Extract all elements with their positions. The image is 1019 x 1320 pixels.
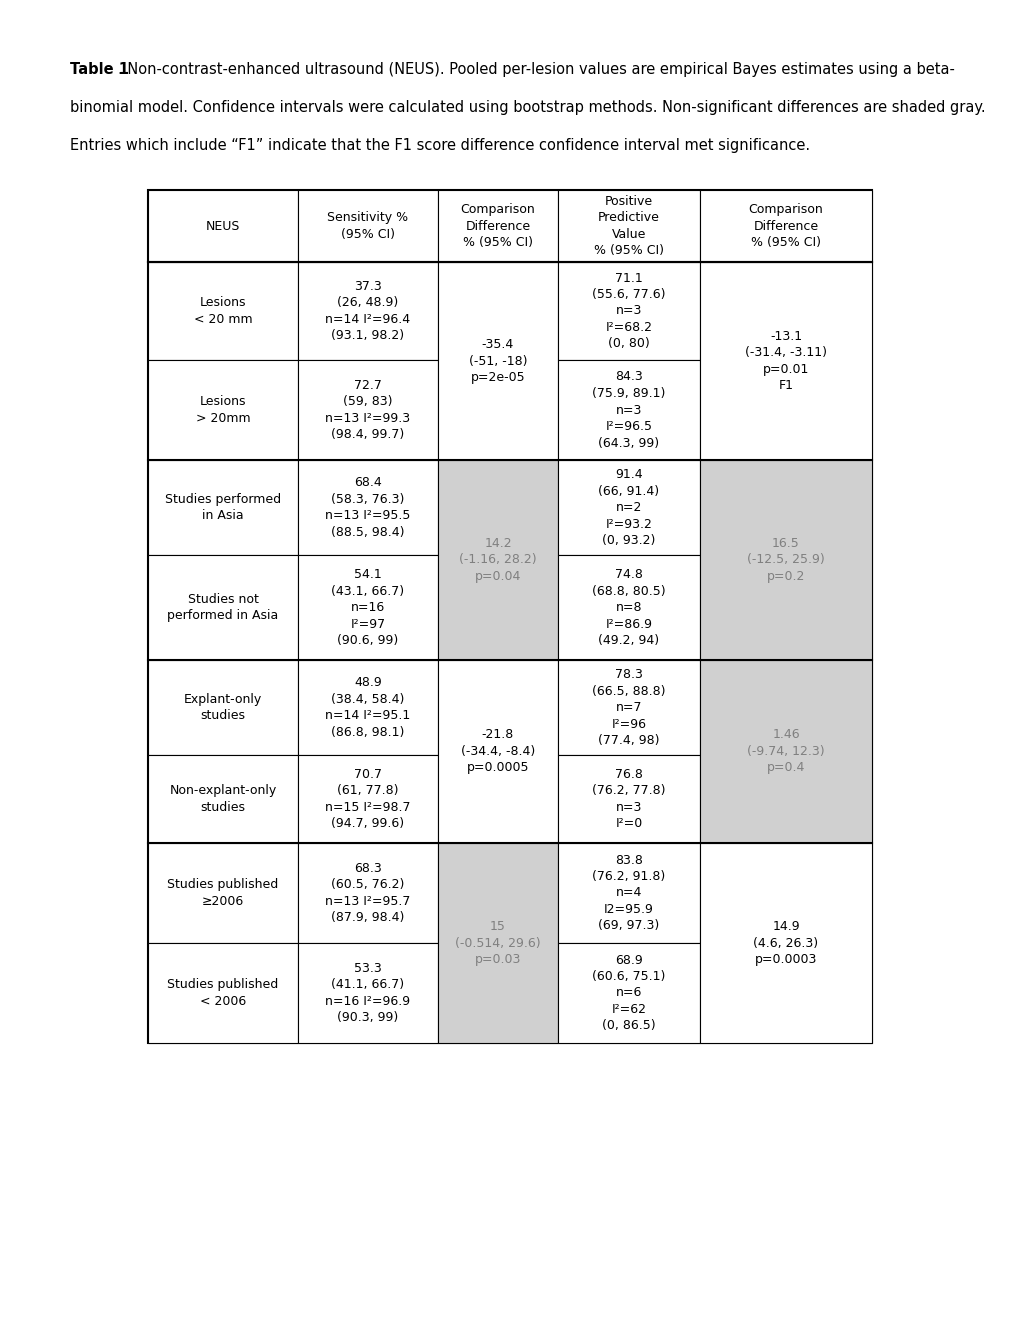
Text: 37.3
(26, 48.9)
n=14 I²=96.4
(93.1, 98.2): 37.3 (26, 48.9) n=14 I²=96.4 (93.1, 98.2… [325,280,411,342]
Text: Studies performed
in Asia: Studies performed in Asia [165,492,281,523]
Bar [148,261,298,360]
Bar [148,942,298,1043]
Bar [148,843,298,942]
Bar [298,190,437,261]
Bar [557,360,699,459]
Text: 14.9
(4.6, 26.3)
p=0.0003: 14.9 (4.6, 26.3) p=0.0003 [753,920,818,966]
Text: 83.8
(76.2, 91.8)
n=4
I2=95.9
(69, 97.3): 83.8 (76.2, 91.8) n=4 I2=95.9 (69, 97.3) [592,854,665,932]
Text: 68.4
(58.3, 76.3)
n=13 I²=95.5
(88.5, 98.4): 68.4 (58.3, 76.3) n=13 I²=95.5 (88.5, 98… [325,477,411,539]
Text: 76.8
(76.2, 77.8)
n=3
I²=0: 76.8 (76.2, 77.8) n=3 I²=0 [592,768,665,830]
Text: Table 1: Table 1 [70,62,128,77]
Bar [557,660,699,755]
Bar [298,942,437,1043]
Text: 15
(-0.514, 29.6)
p=0.03: 15 (-0.514, 29.6) p=0.03 [454,920,540,966]
Text: 14.2
(-1.16, 28.2)
p=0.04: 14.2 (-1.16, 28.2) p=0.04 [459,537,536,583]
Bar [148,660,298,755]
Bar [298,843,437,942]
Bar [699,843,871,1043]
Text: 1.46
(-9.74, 12.3)
p=0.4: 1.46 (-9.74, 12.3) p=0.4 [747,729,824,775]
Text: Comparison
Difference
% (95% CI): Comparison Difference % (95% CI) [748,203,822,249]
Text: Positive
Predictive
Value
% (95% CI): Positive Predictive Value % (95% CI) [593,195,663,257]
Bar [437,261,557,459]
Text: 54.1
(43.1, 66.7)
n=16
I²=97
(90.6, 99): 54.1 (43.1, 66.7) n=16 I²=97 (90.6, 99) [331,568,405,647]
Text: Sensitivity %
(95% CI): Sensitivity % (95% CI) [327,211,409,240]
Bar [557,261,699,360]
Bar [699,261,871,459]
Bar [298,554,437,660]
Bar [298,261,437,360]
Bar [298,459,437,554]
Text: 53.3
(41.1, 66.7)
n=16 I²=96.9
(90.3, 99): 53.3 (41.1, 66.7) n=16 I²=96.9 (90.3, 99… [325,962,411,1024]
Text: NEUS: NEUS [206,219,239,232]
Text: Entries which include “F1” indicate that the F1 score difference confidence inte: Entries which include “F1” indicate that… [70,139,809,153]
Text: . Non-contrast-enhanced ultrasound (NEUS). Pooled per-lesion values are empirica: . Non-contrast-enhanced ultrasound (NEUS… [118,62,954,77]
Bar [437,660,557,843]
Bar [148,755,298,843]
Text: Studies not
performed in Asia: Studies not performed in Asia [167,593,278,622]
Text: Lesions
> 20mm: Lesions > 20mm [196,395,250,425]
Text: 48.9
(38.4, 58.4)
n=14 I²=95.1
(86.8, 98.1): 48.9 (38.4, 58.4) n=14 I²=95.1 (86.8, 98… [325,676,411,739]
Text: Studies published
< 2006: Studies published < 2006 [167,978,278,1007]
Bar [437,459,557,660]
Text: -35.4
(-51, -18)
p=2e-05: -35.4 (-51, -18) p=2e-05 [469,338,527,384]
Text: 68.3
(60.5, 76.2)
n=13 I²=95.7
(87.9, 98.4): 68.3 (60.5, 76.2) n=13 I²=95.7 (87.9, 98… [325,862,411,924]
Bar [148,190,871,1043]
Text: 91.4
(66, 91.4)
n=2
I²=93.2
(0, 93.2): 91.4 (66, 91.4) n=2 I²=93.2 (0, 93.2) [598,469,659,546]
Bar [557,843,699,942]
Text: 72.7
(59, 83)
n=13 I²=99.3
(98.4, 99.7): 72.7 (59, 83) n=13 I²=99.3 (98.4, 99.7) [325,379,411,441]
Text: 70.7
(61, 77.8)
n=15 I²=98.7
(94.7, 99.6): 70.7 (61, 77.8) n=15 I²=98.7 (94.7, 99.6… [325,768,411,830]
Bar [557,554,699,660]
Text: Comparison
Difference
% (95% CI): Comparison Difference % (95% CI) [461,203,535,249]
Bar [437,190,557,261]
Bar [148,360,298,459]
Text: Explant-only
studies: Explant-only studies [183,693,262,722]
Bar [437,843,557,1043]
Bar [298,755,437,843]
Bar [557,942,699,1043]
Text: -21.8
(-34.4, -8.4)
p=0.0005: -21.8 (-34.4, -8.4) p=0.0005 [461,729,535,775]
Bar [298,660,437,755]
Text: 74.8
(68.8, 80.5)
n=8
I²=86.9
(49.2, 94): 74.8 (68.8, 80.5) n=8 I²=86.9 (49.2, 94) [592,568,665,647]
Bar [557,190,699,261]
Bar [298,360,437,459]
Text: binomial model. Confidence intervals were calculated using bootstrap methods. No: binomial model. Confidence intervals wer… [70,100,984,115]
Text: 16.5
(-12.5, 25.9)
p=0.2: 16.5 (-12.5, 25.9) p=0.2 [746,537,824,583]
Bar [557,755,699,843]
Text: 68.9
(60.6, 75.1)
n=6
I²=62
(0, 86.5): 68.9 (60.6, 75.1) n=6 I²=62 (0, 86.5) [592,953,665,1032]
Text: 71.1
(55.6, 77.6)
n=3
I²=68.2
(0, 80): 71.1 (55.6, 77.6) n=3 I²=68.2 (0, 80) [592,272,665,351]
Text: -13.1
(-31.4, -3.11)
p=0.01
F1: -13.1 (-31.4, -3.11) p=0.01 F1 [744,330,826,392]
Bar [148,190,298,261]
Text: 84.3
(75.9, 89.1)
n=3
I²=96.5
(64.3, 99): 84.3 (75.9, 89.1) n=3 I²=96.5 (64.3, 99) [592,371,665,450]
Text: Non-explant-only
studies: Non-explant-only studies [169,784,276,813]
Bar [148,459,298,554]
Bar [699,660,871,843]
Bar [699,190,871,261]
Text: Studies published
≥2006: Studies published ≥2006 [167,878,278,908]
Text: 78.3
(66.5, 88.8)
n=7
I²=96
(77.4, 98): 78.3 (66.5, 88.8) n=7 I²=96 (77.4, 98) [592,668,665,747]
Bar [699,459,871,660]
Text: Lesions
< 20 mm: Lesions < 20 mm [194,296,252,326]
Bar [148,554,298,660]
Bar [557,459,699,554]
